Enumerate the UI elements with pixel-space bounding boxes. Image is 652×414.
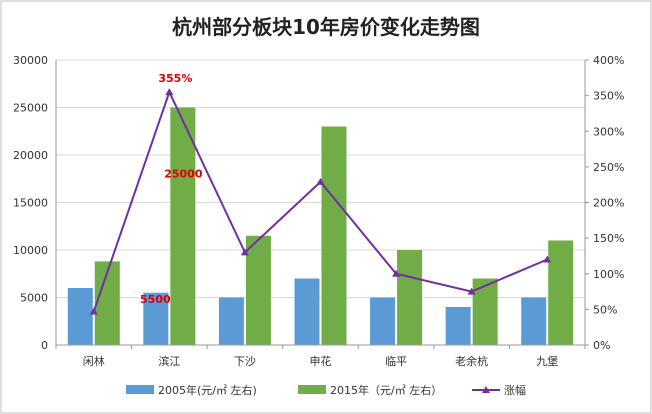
y-right-tick-label: 250% bbox=[593, 161, 624, 174]
y-right-tick-label: 50% bbox=[593, 303, 617, 316]
x-tick-label: 老余杭 bbox=[455, 354, 488, 368]
growth-point-闲林 bbox=[89, 307, 98, 315]
x-tick-label: 闲林 bbox=[83, 354, 105, 368]
y-right-tick-label: 100% bbox=[593, 268, 624, 281]
legend-label: 2005年(元/㎡ 左右) bbox=[158, 383, 257, 397]
y-right-tick-label: 150% bbox=[593, 232, 624, 245]
data-label: 355% bbox=[158, 72, 192, 85]
y-right-tick-label: 400% bbox=[593, 54, 624, 67]
y-left-tick-label: 20000 bbox=[13, 149, 48, 162]
x-tick-label: 申花 bbox=[310, 355, 332, 368]
growth-point-临平 bbox=[392, 269, 401, 277]
bar-0-下沙 bbox=[218, 297, 244, 345]
bar-1-滨江 bbox=[170, 107, 196, 345]
legend-swatch bbox=[126, 385, 154, 394]
x-tick-label: 临平 bbox=[385, 354, 407, 368]
growth-line bbox=[89, 88, 552, 315]
y-left-tick-label: 5000 bbox=[20, 292, 48, 305]
growth-point-下沙 bbox=[240, 248, 249, 256]
growth-point-九堡 bbox=[543, 255, 552, 263]
growth-point-申花 bbox=[316, 177, 325, 185]
legend-swatch bbox=[298, 385, 326, 394]
legend-marker bbox=[482, 386, 490, 393]
bar-1-九堡 bbox=[548, 240, 574, 345]
chart-title: 杭州部分板块10年房价变化走势图 bbox=[172, 15, 480, 39]
annotations: 355% 25000 5500 bbox=[140, 72, 203, 306]
bar-0-九堡 bbox=[521, 297, 547, 345]
legend-label: 涨幅 bbox=[504, 384, 526, 397]
bar-0-滨江 bbox=[143, 292, 169, 345]
bar-0-临平 bbox=[370, 297, 396, 345]
y-left-tick-label: 15000 bbox=[13, 197, 48, 210]
y-right-tick-label: 0% bbox=[593, 339, 610, 352]
data-label: 25000 bbox=[164, 168, 203, 181]
y-right-tick-label: 200% bbox=[593, 197, 624, 210]
growth-point-老余杭 bbox=[467, 287, 476, 295]
y-left-tick-label: 10000 bbox=[13, 244, 48, 257]
bar-1-临平 bbox=[397, 250, 423, 345]
y-left-tick-label: 0 bbox=[41, 339, 48, 352]
bar-1-申花 bbox=[321, 126, 347, 345]
y-right-tick-label: 350% bbox=[593, 90, 624, 103]
bar-0-老余杭 bbox=[445, 307, 471, 345]
y-left-tick-label: 30000 bbox=[13, 54, 48, 67]
bar-1-下沙 bbox=[245, 235, 271, 345]
bars bbox=[67, 107, 574, 345]
bar-0-申花 bbox=[294, 278, 320, 345]
x-tick-label: 九堡 bbox=[536, 354, 558, 368]
growth-point-滨江 bbox=[165, 88, 174, 96]
bar-0-闲林 bbox=[67, 288, 93, 345]
x-tick-label: 滨江 bbox=[158, 354, 180, 368]
data-label: 5500 bbox=[140, 293, 171, 306]
y-left-tick-label: 25000 bbox=[13, 102, 48, 115]
x-tick-label: 下沙 bbox=[234, 355, 256, 368]
y-right-tick-label: 300% bbox=[593, 125, 624, 138]
axes: 0 5000 10000 15000 20000 25000 30000 0% 50% 100% 1… bbox=[13, 54, 624, 368]
legend-label: 2015年（元/㎡ 左右） bbox=[330, 383, 442, 397]
legend: 2005年(元/㎡ 左右) 2015年（元/㎡ 左右） 涨幅 bbox=[126, 383, 526, 397]
